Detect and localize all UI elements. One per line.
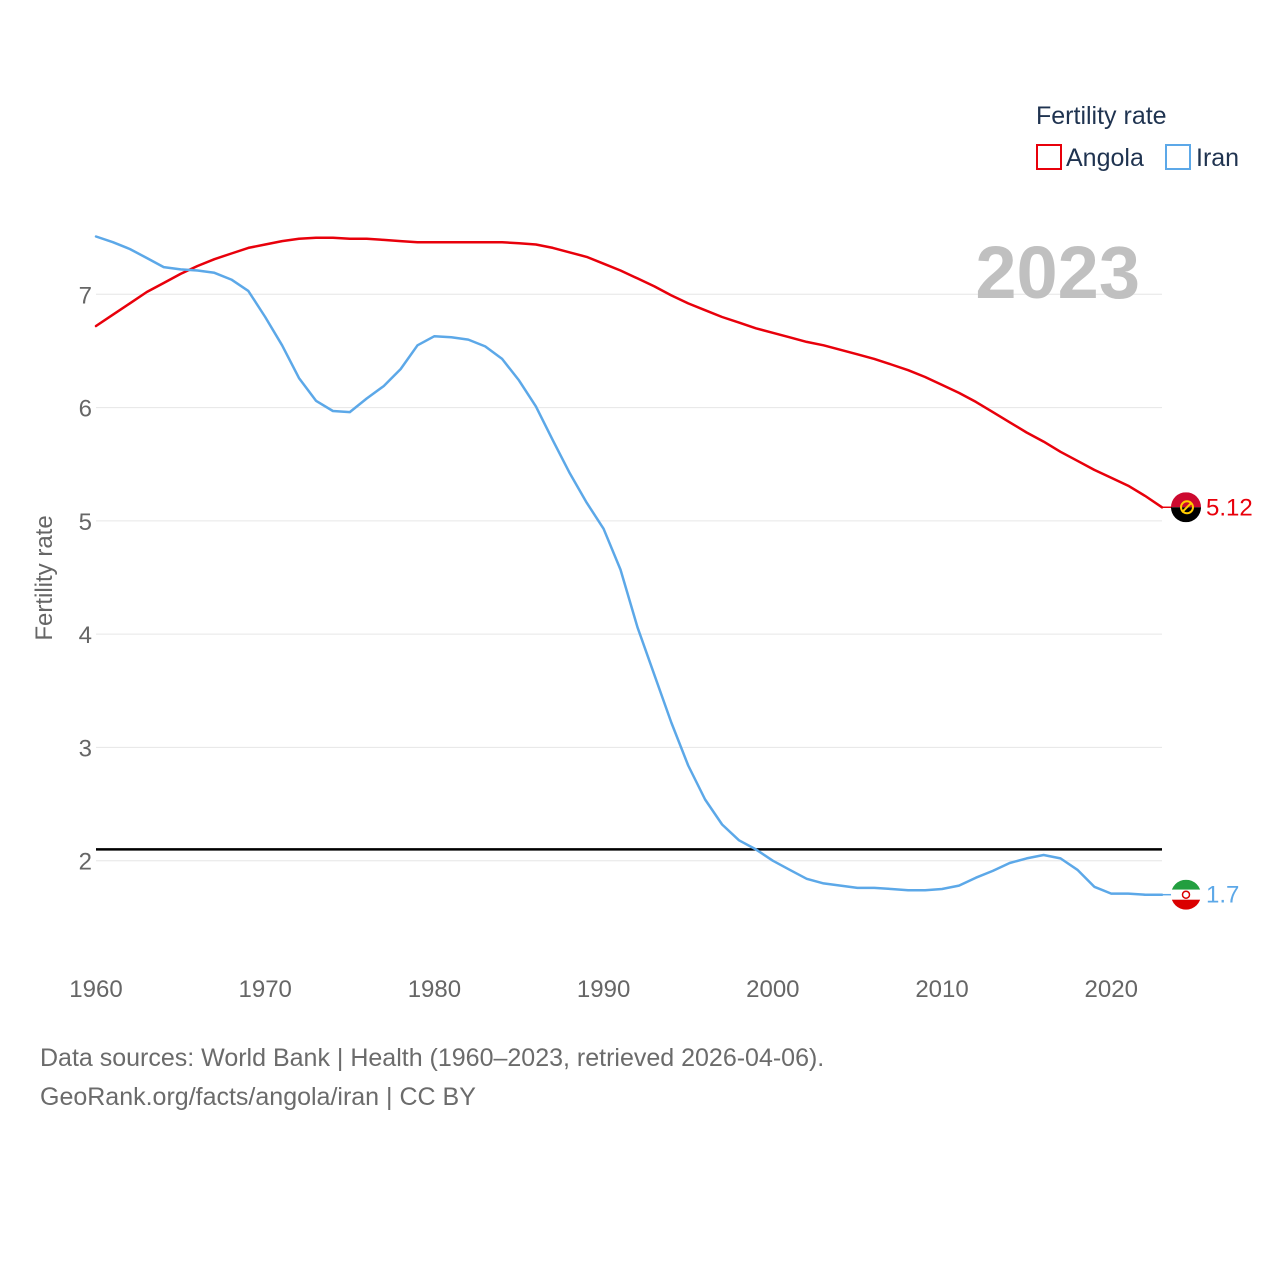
angola-flag-icon [1171, 492, 1201, 523]
y-tick-label: 4 [79, 622, 92, 649]
data-source-note: Data sources: World Bank | Health (1960–… [40, 1044, 825, 1072]
x-tick-label: 1960 [69, 976, 122, 1003]
legend-label-iran[interactable]: Iran [1196, 144, 1239, 172]
series-end-markers: 5.12 1.7 [1162, 492, 1253, 910]
x-tick-label: 2020 [1085, 976, 1138, 1003]
x-tick-label: 1980 [408, 976, 461, 1003]
end-value-label-iran: 1.7 [1206, 882, 1239, 909]
y-tick-label: 3 [79, 735, 92, 762]
year-label: 2023 [975, 231, 1140, 314]
x-tick-label: 1990 [577, 976, 630, 1003]
legend[interactable]: Fertility rate Angola Iran [1036, 102, 1239, 172]
y-axis-label: Fertility rate [31, 515, 58, 640]
series-layer [94, 235, 1164, 896]
y-tick-label: 5 [79, 509, 92, 536]
gridlines [96, 293, 1162, 862]
attribution-note: GeoRank.org/facts/angola/iran | CC BY [40, 1083, 476, 1111]
legend-swatch-iran[interactable] [1165, 144, 1191, 170]
y-tick-label: 6 [79, 396, 92, 423]
iran-flag-icon [1171, 879, 1201, 910]
y-tick-label: 7 [79, 282, 92, 309]
legend-swatch-angola[interactable] [1036, 144, 1062, 170]
x-tick-label: 2010 [915, 976, 968, 1003]
series-line-angola[interactable] [94, 236, 1164, 509]
x-tick-label: 2000 [746, 976, 799, 1003]
legend-title: Fertility rate [1036, 102, 1167, 130]
series-line-iran[interactable] [94, 235, 1164, 896]
legend-label-angola[interactable]: Angola [1066, 144, 1144, 172]
y-tick-label: 2 [79, 849, 92, 876]
end-value-label-angola: 5.12 [1206, 494, 1253, 521]
axis-ticks: 2 3 4 5 6 7 1960 1970 1980 1990 2000 2010 2020 [69, 282, 1138, 1003]
x-tick-label: 1970 [239, 976, 292, 1003]
